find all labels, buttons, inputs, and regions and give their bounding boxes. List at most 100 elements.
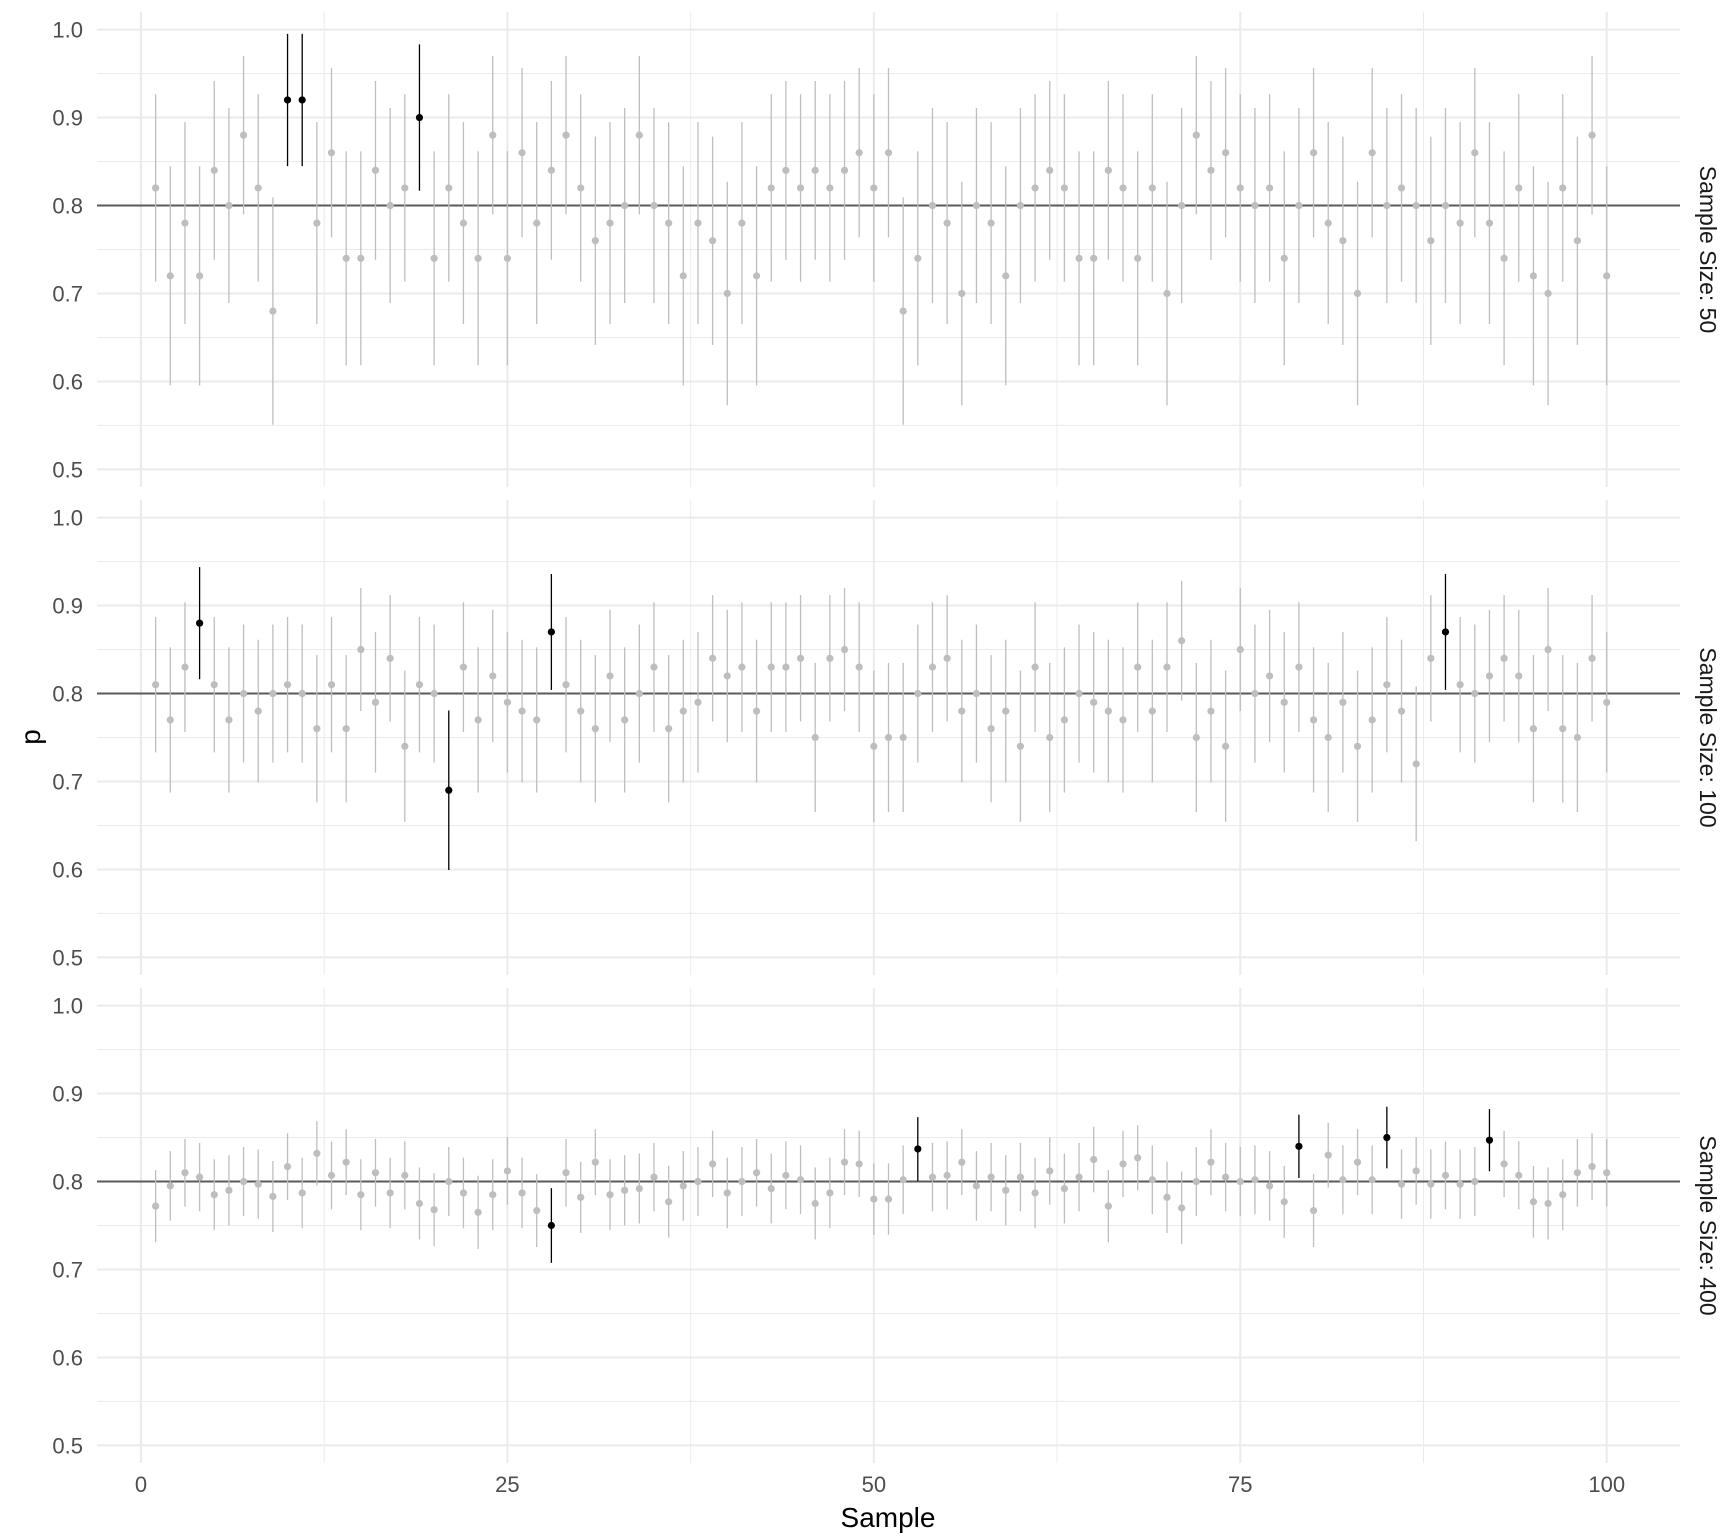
sample-estimate-point	[533, 219, 541, 227]
sample-estimate-point	[943, 1171, 951, 1179]
y-tick-label: 0.7	[52, 769, 83, 794]
sample-estimate-point	[401, 184, 409, 192]
sample-estimate-point	[826, 1189, 834, 1197]
sample-estimate-point	[1412, 760, 1420, 768]
sample-estimate-point	[152, 1202, 160, 1210]
sample-estimate-point	[474, 716, 482, 724]
sample-estimate-point	[796, 654, 805, 662]
sample-estimate-point	[811, 733, 819, 742]
sample-estimate-point	[562, 131, 570, 139]
sample-estimate-point	[1603, 272, 1611, 280]
sample-estimate-point	[943, 654, 951, 662]
sample-estimate-point	[1339, 1176, 1347, 1184]
sample-estimate-point	[489, 131, 497, 139]
sample-estimate-point	[1383, 681, 1391, 689]
sample-estimate-point	[181, 663, 189, 671]
sample-estimate-point	[752, 1169, 761, 1177]
sample-estimate-point	[1222, 1173, 1230, 1181]
sample-estimate-point	[943, 219, 951, 227]
sample-estimate-point	[547, 1221, 555, 1230]
sample-estimate-point	[928, 1173, 937, 1181]
sample-estimate-point	[298, 1189, 306, 1197]
sample-estimate-point	[1441, 628, 1450, 636]
sample-estimate-point	[518, 707, 526, 715]
sample-estimate-point	[1471, 689, 1479, 698]
sample-estimate-point	[181, 219, 189, 227]
x-tick-label: 50	[862, 1472, 886, 1497]
sample-estimate-point	[1441, 1171, 1450, 1179]
sample-estimate-point	[239, 131, 248, 139]
sample-estimate-point	[357, 254, 365, 262]
sample-estimate-point	[1559, 725, 1567, 733]
sample-estimate-point	[1280, 254, 1288, 262]
sample-estimate-point	[342, 254, 350, 262]
sample-estimate-point	[1324, 219, 1332, 227]
x-axis: 0 25 50 75 100	[135, 1472, 1625, 1497]
sample-estimate-point	[752, 707, 761, 715]
sample-estimate-point	[1280, 1198, 1288, 1206]
sample-estimate-point	[283, 1162, 292, 1171]
sample-estimate-point	[1265, 1182, 1274, 1190]
sample-estimate-point	[694, 219, 702, 227]
sample-estimate-point	[1207, 1158, 1215, 1166]
sample-estimate-point	[884, 733, 893, 742]
sample-estimate-point	[254, 184, 262, 192]
sample-estimate-point	[1104, 1202, 1112, 1210]
sample-estimate-point	[254, 1180, 262, 1188]
sample-estimate-point	[1383, 1133, 1391, 1142]
sample-estimate-point	[870, 184, 878, 192]
sample-estimate-point	[1368, 1176, 1376, 1184]
sample-estimate-point	[621, 716, 629, 724]
sample-estimate-point	[1090, 698, 1098, 706]
sample-estimate-point	[1485, 672, 1494, 680]
sample-estimate-point	[1588, 654, 1596, 662]
y-tick-label: 0.5	[52, 457, 83, 482]
y-tick-label: 0.8	[52, 1170, 83, 1195]
sample-estimate-point	[166, 716, 174, 724]
sample-estimate-point	[430, 1206, 438, 1214]
sample-estimate-point	[1339, 237, 1347, 245]
sample-estimate-point	[1588, 131, 1596, 139]
sample-estimate-point	[782, 166, 790, 174]
sample-estimate-point	[1559, 1191, 1567, 1199]
sample-estimate-point	[1046, 166, 1054, 174]
sample-estimate-point	[445, 786, 453, 794]
sample-estimate-point	[254, 707, 262, 715]
sample-estimate-point	[1016, 742, 1025, 750]
sample-estimate-point	[327, 149, 336, 157]
sample-estimate-point	[1119, 184, 1127, 192]
sample-estimate-point	[1353, 289, 1362, 298]
sample-estimate-point	[1339, 698, 1347, 706]
sample-estimate-point	[210, 1191, 218, 1199]
sample-estimate-point	[928, 201, 937, 210]
sample-estimate-point	[1148, 707, 1156, 715]
sample-estimate-point	[1295, 1142, 1303, 1150]
sample-estimate-point	[562, 681, 570, 689]
sample-estimate-point	[635, 131, 643, 139]
y-tick-label: 0.6	[52, 369, 83, 394]
sample-estimate-point	[210, 681, 218, 689]
sample-estimate-point	[987, 219, 995, 227]
x-tick-label: 25	[495, 1472, 519, 1497]
sample-estimate-point	[1163, 1193, 1171, 1201]
sample-estimate-point	[489, 1191, 497, 1199]
sample-estimate-point	[533, 716, 541, 724]
sample-estimate-point	[855, 663, 863, 671]
y-tick-label: 0.5	[52, 1433, 83, 1458]
sample-estimate-point	[1251, 689, 1259, 698]
sample-estimate-point	[1295, 663, 1303, 671]
sample-estimate-point	[665, 219, 673, 227]
sample-estimate-point	[1471, 149, 1479, 157]
sample-estimate-point	[181, 1169, 189, 1177]
sample-estimate-point	[1163, 663, 1171, 671]
sample-estimate-point	[767, 663, 775, 671]
sample-estimate-point	[1500, 254, 1508, 262]
sample-estimate-point	[1075, 254, 1083, 262]
sample-estimate-point	[767, 184, 775, 192]
sample-estimate-point	[1192, 1177, 1200, 1186]
sample-estimate-point	[826, 184, 834, 192]
sample-estimate-point	[870, 742, 878, 750]
sample-estimate-point	[1002, 707, 1010, 715]
sample-estimate-point	[474, 1208, 482, 1216]
